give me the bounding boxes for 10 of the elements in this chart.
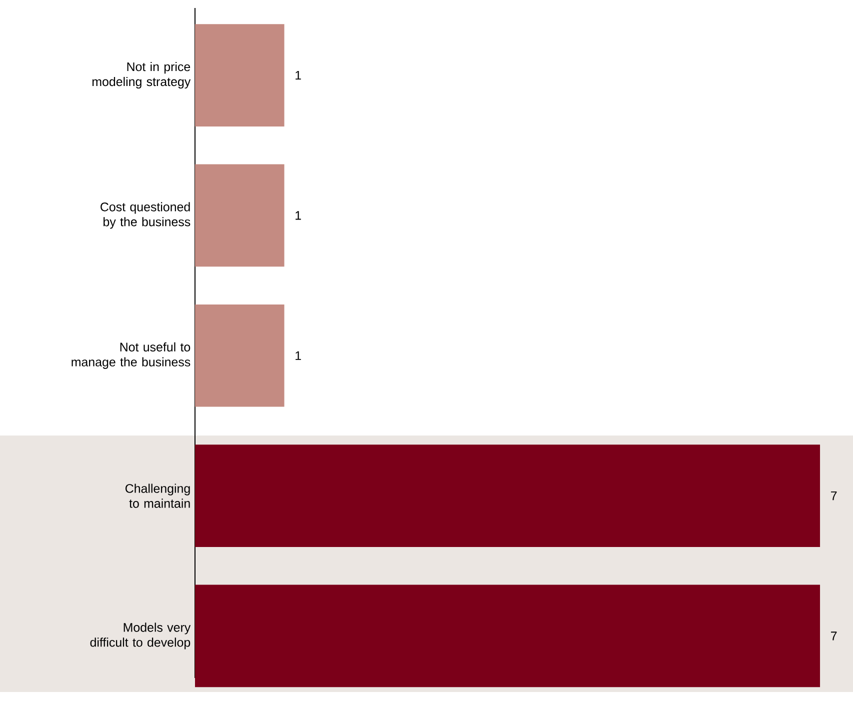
- y-tick-label: Cost questioned by the business: [100, 202, 190, 229]
- data-label: 1: [296, 211, 301, 220]
- y-tick-label: Challenging to maintain: [126, 484, 190, 508]
- data-label: 1: [296, 351, 301, 360]
- y-tick-label: Not useful to manage the business: [72, 342, 190, 369]
- y-tick-label: Models very difficult to develop: [90, 622, 191, 650]
- data-label: 7: [831, 492, 837, 500]
- data-label: 1: [296, 71, 301, 80]
- data-label: 7: [831, 632, 837, 640]
- y-tick-label: Not in price modeling strategy: [92, 62, 191, 89]
